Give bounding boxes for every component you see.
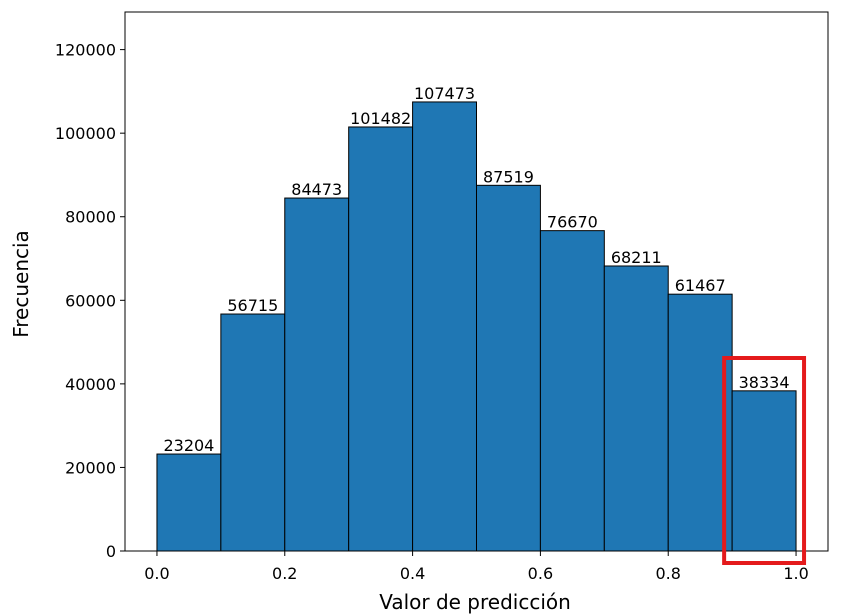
x-tick-label-5: 1.0 [783,564,808,583]
bar-value-label-4: 107473 [414,84,475,103]
x-axis-label: Valor de predicción [379,590,571,614]
highlight-box [722,356,807,565]
y-axis-ticks: 0 20000 40000 60000 80000 100000 120000 [55,41,125,561]
x-tick-label-2: 0.4 [400,564,425,583]
histogram-bar-4 [412,101,478,552]
histogram-bar-3 [348,126,414,552]
bar-value-label-0: 23204 [163,436,214,455]
histogram-bar-5 [476,184,541,552]
x-tick-label-4: 0.8 [656,564,681,583]
bar-value-label-3: 101482 [350,109,411,128]
y-tick-label-2: 40000 [65,375,116,394]
bars-group [156,101,797,552]
y-tick-label-0: 0 [106,542,116,561]
bar-value-label-9: 38334 [739,373,790,392]
y-tick-label-6: 120000 [55,41,116,60]
histogram-bar-7 [603,265,669,552]
x-tick-label-0: 0.0 [144,564,169,583]
histogram-bar-2 [284,197,350,552]
bar-value-label-1: 56715 [227,296,278,315]
bar-value-label-7: 68211 [611,248,662,267]
histogram-bar-9 [731,390,797,552]
histogram-bar-0 [156,453,222,552]
bar-value-label-5: 87519 [483,167,534,186]
y-axis-label: Frecuencia [9,230,33,338]
y-tick-label-4: 80000 [65,208,116,227]
histogram-bar-6 [539,230,605,552]
x-tick-label-1: 0.2 [272,564,297,583]
bar-value-label-8: 61467 [675,276,726,295]
y-tick-label-1: 20000 [65,458,116,477]
histogram-bar-1 [220,313,286,552]
bar-value-label-6: 76670 [547,213,598,232]
x-axis-ticks: 0.0 0.2 0.4 0.6 0.8 1.0 [144,551,809,583]
axes-frame [124,11,829,552]
y-tick-label-3: 60000 [65,291,116,310]
x-tick-label-3: 0.6 [528,564,553,583]
bar-value-label-2: 84473 [291,180,342,199]
y-tick-label-5: 100000 [55,124,116,143]
histogram-bar-8 [667,293,733,552]
